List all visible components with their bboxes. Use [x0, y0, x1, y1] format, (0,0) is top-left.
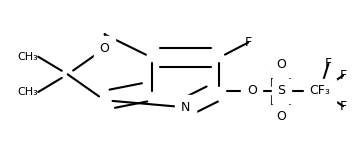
- Text: CF₃: CF₃: [310, 84, 330, 97]
- Text: F: F: [325, 57, 332, 70]
- Text: CH₃: CH₃: [18, 87, 38, 97]
- Text: O: O: [276, 110, 286, 123]
- Text: S: S: [277, 84, 285, 97]
- Text: F: F: [244, 36, 252, 49]
- Text: F: F: [339, 100, 347, 113]
- Text: CH₃: CH₃: [18, 52, 38, 62]
- Text: N: N: [181, 101, 190, 114]
- Text: O: O: [276, 58, 286, 71]
- Text: O: O: [100, 42, 109, 55]
- Text: O: O: [247, 84, 257, 97]
- Text: F: F: [339, 69, 347, 82]
